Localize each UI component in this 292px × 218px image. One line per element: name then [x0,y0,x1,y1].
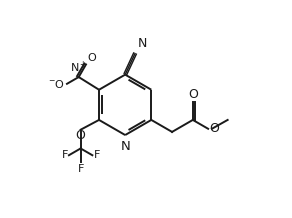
Text: O: O [76,129,86,142]
Text: O: O [188,88,198,100]
Text: F: F [77,164,84,174]
Text: O: O [87,53,96,63]
Text: F: F [93,150,100,160]
Text: F: F [62,150,68,160]
Text: O: O [210,122,220,135]
Text: N$^+$: N$^+$ [70,60,88,75]
Text: $^{-}$O: $^{-}$O [48,78,65,90]
Text: N: N [120,140,130,153]
Text: N: N [138,37,147,50]
